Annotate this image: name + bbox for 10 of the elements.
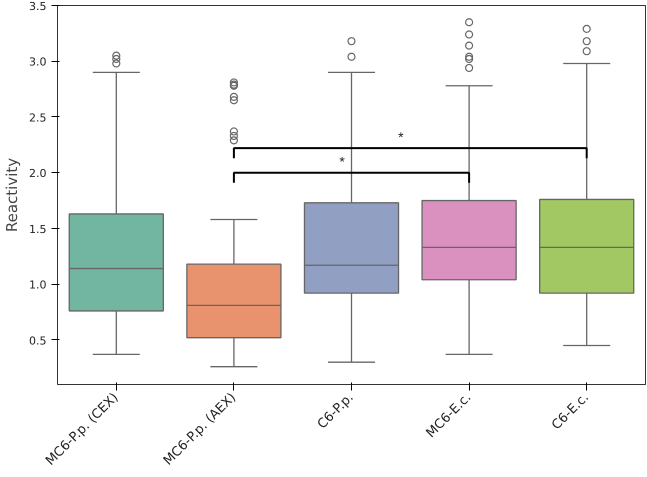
y-tick-label: 0.5 xyxy=(29,334,47,348)
y-axis-title: Reactivity xyxy=(3,158,22,232)
y-tick-label: 2.5 xyxy=(29,111,47,124)
y-tick-label: 1.5 xyxy=(29,222,47,236)
y-tick-label: 3.5 xyxy=(29,0,47,13)
annotation: * xyxy=(398,128,404,145)
y-tick-label: 3.0 xyxy=(29,56,47,69)
y-tick-label: 1.0 xyxy=(29,278,47,292)
y-tick-label: 2.0 xyxy=(29,167,47,180)
annotation: * xyxy=(339,153,346,170)
